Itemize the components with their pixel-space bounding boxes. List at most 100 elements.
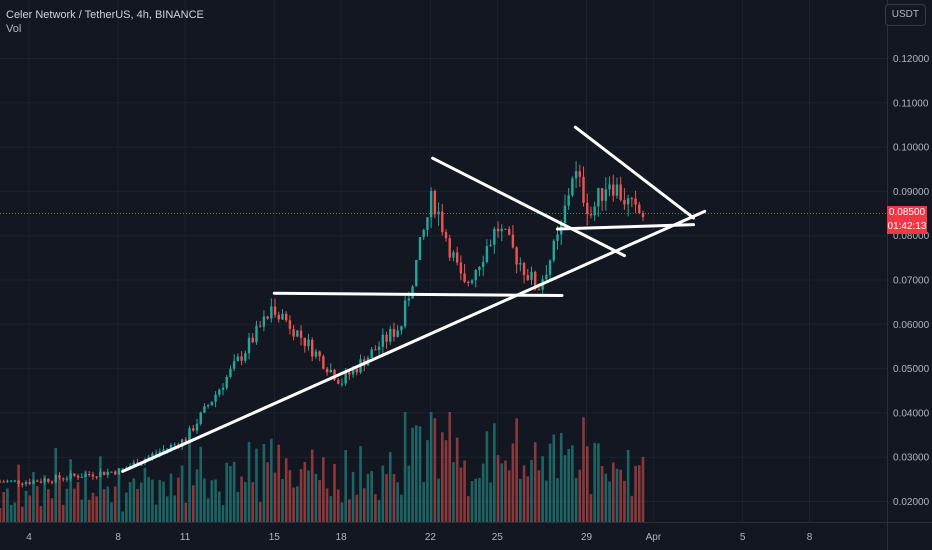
volume-bar	[467, 495, 470, 522]
candle-body	[634, 198, 637, 205]
volume-bar	[151, 479, 154, 522]
candle-body	[418, 237, 422, 260]
volume-bar	[496, 455, 500, 522]
candle-body	[415, 259, 418, 287]
candle-body	[325, 368, 329, 373]
volume-bar	[266, 462, 269, 522]
volume-bar	[113, 486, 117, 522]
volume-bar	[500, 463, 504, 522]
candle-body	[50, 481, 54, 483]
candle-body	[507, 228, 511, 235]
volume-bar	[381, 465, 385, 522]
volume-bar	[359, 446, 362, 522]
volume-bar	[578, 469, 582, 522]
candle-body	[389, 329, 392, 342]
volume-bar	[426, 440, 429, 522]
candle-body	[426, 217, 429, 231]
candle-body	[69, 473, 72, 479]
candle-body	[106, 471, 109, 475]
volume-bar	[32, 472, 35, 522]
currency-button[interactable]: USDT	[884, 4, 926, 26]
candle-body	[266, 316, 269, 319]
volume-label[interactable]: Vol	[6, 23, 22, 35]
volume-bar	[407, 465, 411, 522]
candle-body	[99, 471, 102, 477]
time-tick-label: 8	[807, 532, 813, 543]
price-tick-label: 0.07000	[893, 276, 930, 287]
volume-bar	[184, 502, 188, 522]
symbol-title[interactable]: Celer Network / TetherUS, 4h, BINANCE	[6, 9, 204, 21]
volume-bar	[333, 463, 336, 522]
candle-body	[333, 369, 336, 381]
candle-body	[76, 475, 80, 478]
candle-body	[537, 289, 541, 291]
volume-bar	[489, 482, 492, 522]
candle-body	[229, 368, 232, 377]
volume-bar	[563, 455, 567, 522]
volume-bar	[556, 478, 559, 522]
candle-body	[28, 482, 31, 484]
candle-body	[54, 475, 57, 482]
candle-body	[214, 394, 217, 402]
candle-body	[251, 337, 254, 343]
candle-body	[459, 262, 463, 274]
volume-bar	[125, 492, 128, 522]
volume-bar	[537, 470, 541, 522]
volume-bar	[452, 462, 455, 522]
volume-bar	[69, 459, 72, 522]
candle-body	[314, 351, 318, 357]
volume-bar	[385, 474, 388, 522]
candle-body	[370, 349, 373, 358]
candle-body	[232, 360, 236, 369]
volume-bar	[463, 460, 466, 522]
trendline	[556, 223, 696, 231]
time-tick-label: 8	[115, 532, 121, 543]
candle-body	[32, 480, 35, 484]
candle-body	[195, 423, 199, 431]
volume-bar	[318, 480, 321, 522]
candle-body	[6, 480, 9, 482]
price-axis[interactable]: 0.12000 0.11000 0.10000 0.09000 0.08000 0.070…	[893, 54, 930, 508]
candle-body	[567, 195, 570, 206]
volume-bar	[604, 473, 608, 522]
candle-body	[511, 234, 515, 248]
volume-bar	[50, 498, 54, 522]
candle-body	[270, 306, 273, 319]
candle-body	[571, 178, 574, 196]
volume-bar	[180, 465, 184, 522]
volume-bar	[65, 488, 69, 522]
candle-body	[612, 184, 615, 196]
volume-bar	[348, 499, 351, 522]
volume-bar	[336, 489, 340, 522]
volume-bar	[314, 473, 318, 522]
volume-bar	[296, 486, 299, 522]
volume-bar	[388, 452, 392, 522]
volume-bar	[206, 498, 210, 522]
candle-body	[206, 405, 210, 407]
volume-bar	[2, 491, 6, 522]
price-tick-label: 0.06000	[893, 320, 930, 331]
volume-bar	[355, 494, 359, 522]
volume-bar	[533, 442, 537, 522]
candle-body	[299, 330, 303, 338]
volume-bar	[58, 478, 61, 522]
volume-bar	[619, 469, 622, 522]
candle-body	[173, 444, 176, 446]
time-axis[interactable]: 4 8 11 15 18 22 25 29 Apr 5 8	[26, 532, 813, 543]
volume-bar	[73, 488, 76, 522]
candle-body	[608, 184, 611, 190]
volume-bar	[117, 469, 121, 522]
candle-body	[329, 369, 332, 373]
candle-body	[556, 234, 559, 241]
candle-body	[407, 298, 411, 301]
volume-bar	[13, 502, 17, 522]
candle-body	[489, 244, 492, 247]
trendline	[431, 156, 626, 258]
volume-bar	[217, 491, 221, 522]
candle-body	[441, 211, 444, 233]
candle-body	[88, 474, 91, 476]
candle-body	[39, 481, 43, 483]
volume-bar	[284, 458, 288, 522]
volume-bar	[370, 471, 373, 522]
